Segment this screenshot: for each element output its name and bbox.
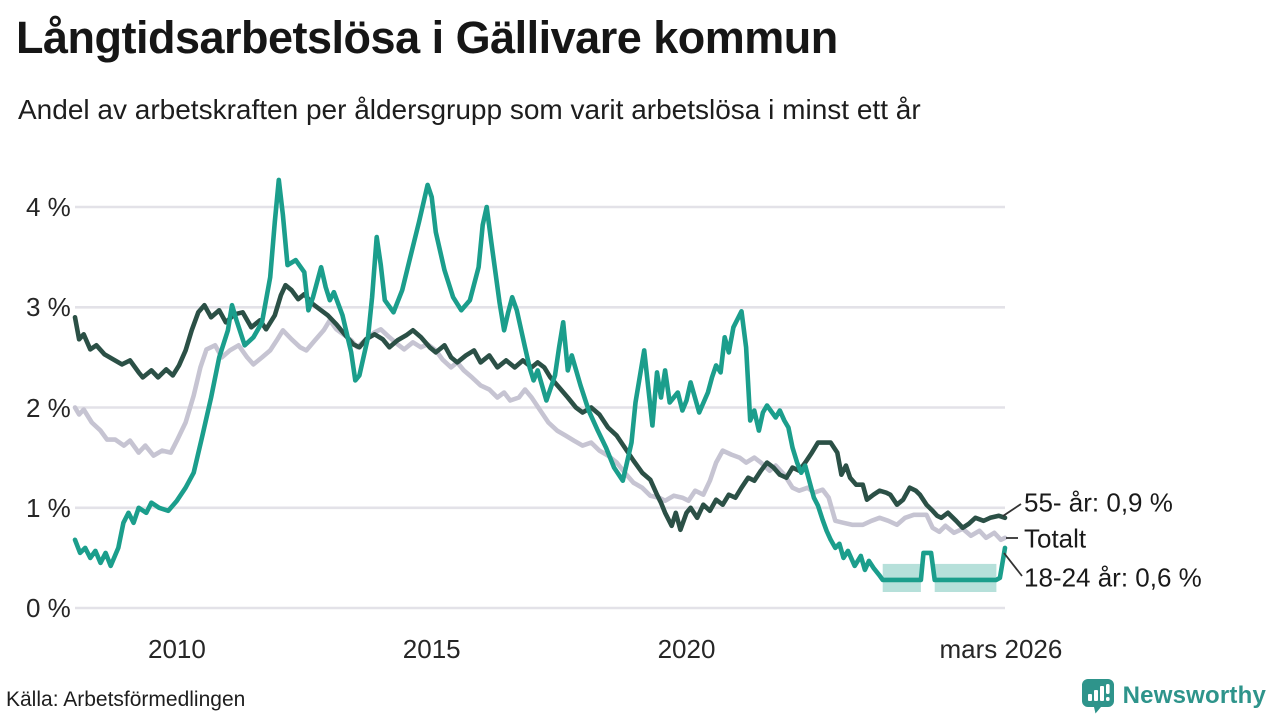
newsworthy-wordmark: Newsworthy xyxy=(1122,682,1266,709)
y-axis-tick-label: 0 % xyxy=(26,593,71,623)
series-label-18-24-r: 18-24 år: 0,6 % xyxy=(1024,562,1202,593)
label-connector xyxy=(1002,503,1022,517)
page-subtitle: Andel av arbetskraften per åldersgrupp s… xyxy=(18,94,921,125)
y-axis-tick-label: 2 % xyxy=(26,392,71,423)
y-axis-tick-label: 4 % xyxy=(26,192,71,222)
series-line-18-24-r xyxy=(72,177,1008,583)
x-axis-tick-label: mars 2026 xyxy=(939,634,1063,664)
newsworthy-logo: Newsworthy xyxy=(1081,678,1266,714)
series-label-55-r: 55- år: 0,9 % xyxy=(1024,487,1173,518)
x-axis-tick-label: 2010 xyxy=(147,634,206,664)
series-label-totalt: Totalt xyxy=(1024,523,1087,554)
series-line-totalt xyxy=(72,317,1008,543)
page-title: Långtidsarbetslösa i Gällivare kommun xyxy=(16,12,838,63)
x-axis-tick-label: 2020 xyxy=(657,634,716,664)
label-connector xyxy=(1003,552,1023,577)
y-axis-tick-label: 1 % xyxy=(26,492,71,523)
newsworthy-bubble-chart-icon xyxy=(1081,679,1114,714)
y-axis-tick-label: 3 % xyxy=(26,292,71,323)
x-axis-tick-label: 2015 xyxy=(402,634,461,664)
source-note: Källa: Arbetsförmedlingen xyxy=(6,688,246,711)
